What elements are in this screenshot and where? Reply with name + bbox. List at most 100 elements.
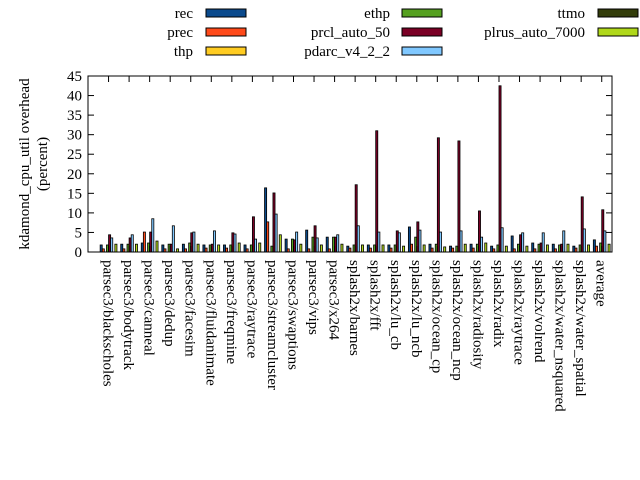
x-tick-label: splash2x/water_nsquared: [552, 260, 568, 412]
x-tick-label: splash2x/fft: [367, 260, 383, 331]
x-tick-label: parsec3/streamcluster: [264, 260, 280, 390]
bar-plrus_auto_7000-18: [484, 242, 488, 253]
y-tick-label: 15: [67, 186, 82, 202]
bar-pdarc_v4_2_2-23: [582, 228, 586, 253]
x-tick-label: splash2x/raytrace: [511, 260, 527, 365]
bar-pdarc_v4_2_2-5: [212, 230, 216, 253]
x-tick-label: parsec3/blackscholes: [100, 260, 116, 387]
legend-item-thp: thp: [174, 44, 247, 60]
bar-pdarc_v4_2_2-2: [151, 218, 155, 253]
bar-pdarc_v4_2_2-4: [192, 231, 196, 253]
bar-plrus_auto_7000-6: [237, 242, 241, 253]
legend-label: ethp: [364, 6, 390, 22]
bar-plrus_auto_7000-1: [134, 243, 138, 253]
bar-pdarc_v4_2_2-11: [336, 234, 340, 253]
bar-plrus_auto_7000-23: [587, 244, 590, 253]
x-tick-label: splash2x/radiosity: [469, 260, 485, 370]
bar-plrus_auto_7000-2: [155, 240, 159, 253]
legend-label: rec: [175, 6, 194, 22]
bar-plrus_auto_7000-14: [402, 245, 406, 253]
bar-pdarc_v4_2_2-17: [459, 230, 463, 253]
x-tick-label: parsec3/fluidanimate: [202, 260, 218, 386]
y-tick-label: 40: [67, 89, 82, 105]
bar-prcl_auto_50-19: [498, 85, 502, 253]
bar-pdarc_v4_2_2-12: [356, 225, 360, 253]
x-tick-label: splash2x/water_spatial: [572, 260, 588, 397]
legend-item-ttmo: ttmo: [557, 6, 639, 22]
plot-border: [87, 75, 613, 253]
x-tick-label: parsec3/vips: [305, 260, 321, 335]
bar-plrus_auto_7000-15: [422, 244, 426, 253]
y-axis-label-line1: kdamond_cpu_util overhead: [17, 78, 33, 250]
bar-plrus_auto_7000-12: [361, 244, 364, 253]
legend-swatch: [597, 8, 639, 18]
legend-label: ttmo: [557, 6, 585, 22]
y-tick-label: 0: [75, 245, 83, 261]
bar-plrus_auto_7000-17: [463, 243, 467, 253]
bar-pdarc_v4_2_2-10: [315, 237, 319, 253]
x-tick-label: parsec3/facesim: [182, 260, 198, 357]
legend-swatch: [401, 8, 443, 18]
bar-pdarc_v4_2_2-7: [254, 238, 257, 253]
x-tick-label: average: [593, 260, 609, 307]
bar-plrus_auto_7000-8: [278, 234, 282, 253]
legend-item-rec: rec: [175, 6, 247, 22]
bar-pdarc_v4_2_2-1: [130, 234, 134, 253]
legend-item-prec: prec: [167, 25, 247, 41]
y-tick-label: 30: [67, 128, 82, 144]
legend: rec prec thp ethp prcl_auto_50 pdarc_v4_2_2 tt…: [167, 6, 639, 60]
bar-plrus_auto_7000-4: [196, 243, 200, 253]
x-tick-label: splash2x/ocean_ncp: [449, 260, 465, 381]
legend-swatch: [401, 27, 443, 37]
legend-label: prec: [167, 25, 193, 41]
x-tick-label: parsec3/canneal: [141, 260, 157, 356]
bar-prec-12: [348, 247, 352, 253]
bar-pdarc_v4_2_2-8: [274, 213, 278, 253]
bar-prec-8: [266, 221, 270, 253]
legend-label: plrus_auto_7000: [484, 25, 585, 41]
bar-pdarc_v4_2_2-9: [295, 231, 299, 253]
y-tick-label: 25: [67, 147, 82, 163]
legend-item-ethp: ethp: [364, 6, 443, 22]
bar-pdarc_v4_2_2-22: [562, 230, 566, 253]
y-tick-label: 20: [67, 167, 82, 183]
x-tick-label: splash2x/barnes: [346, 260, 362, 356]
y-tick-label: 45: [67, 69, 82, 85]
bar-plrus_auto_7000-13: [381, 244, 385, 253]
bar-plrus_auto_7000-16: [443, 246, 447, 253]
bar-plrus_auto_7000-9: [299, 243, 303, 253]
bar-plrus_auto_7000-10: [319, 244, 323, 253]
legend-item-plrus_auto_7000: plrus_auto_7000: [484, 25, 639, 41]
legend-swatch: [597, 27, 639, 37]
x-tick-label: splash2x/volrend: [531, 260, 547, 363]
bar-prec-5: [204, 247, 208, 253]
x-tick-label: parsec3/x264: [326, 260, 342, 340]
bar-pdarc_v4_2_2-16: [439, 231, 442, 253]
x-tick-label: splash2x/radix: [490, 260, 506, 348]
bar-prec-17: [451, 247, 455, 253]
x-tick-label: splash2x/lu_cb: [387, 260, 403, 350]
bar-pdarc_v4_2_2-3: [171, 225, 175, 253]
bar-prec-24: [595, 245, 598, 253]
legend-label: prcl_auto_50: [311, 25, 390, 41]
y-tick-label: 35: [67, 108, 82, 124]
y-axis-label-line2: (percent): [35, 137, 51, 191]
bars: [99, 85, 611, 253]
bar-plrus_auto_7000-7: [258, 242, 262, 253]
y-tick-label: 5: [75, 225, 83, 241]
bar-pdarc_v4_2_2-20: [521, 232, 525, 253]
bar-plrus_auto_7000-0: [114, 243, 118, 253]
bar-prec-23: [574, 247, 578, 253]
bar-pdarc_v4_2_2-13: [377, 231, 381, 253]
bar-plrus_auto_7000-5: [217, 244, 221, 253]
bar-pdarc_v4_2_2-24: [603, 230, 607, 253]
legend-swatch: [205, 8, 247, 18]
bar-prec-6: [225, 247, 229, 253]
bar-plrus_auto_7000-22: [566, 243, 570, 253]
bar-plrus_auto_7000-21: [545, 244, 549, 253]
bar-pdarc_v4_2_2-14: [397, 232, 401, 253]
bar-pdarc_v4_2_2-21: [541, 232, 545, 253]
bar-pdarc_v4_2_2-0: [110, 237, 114, 253]
